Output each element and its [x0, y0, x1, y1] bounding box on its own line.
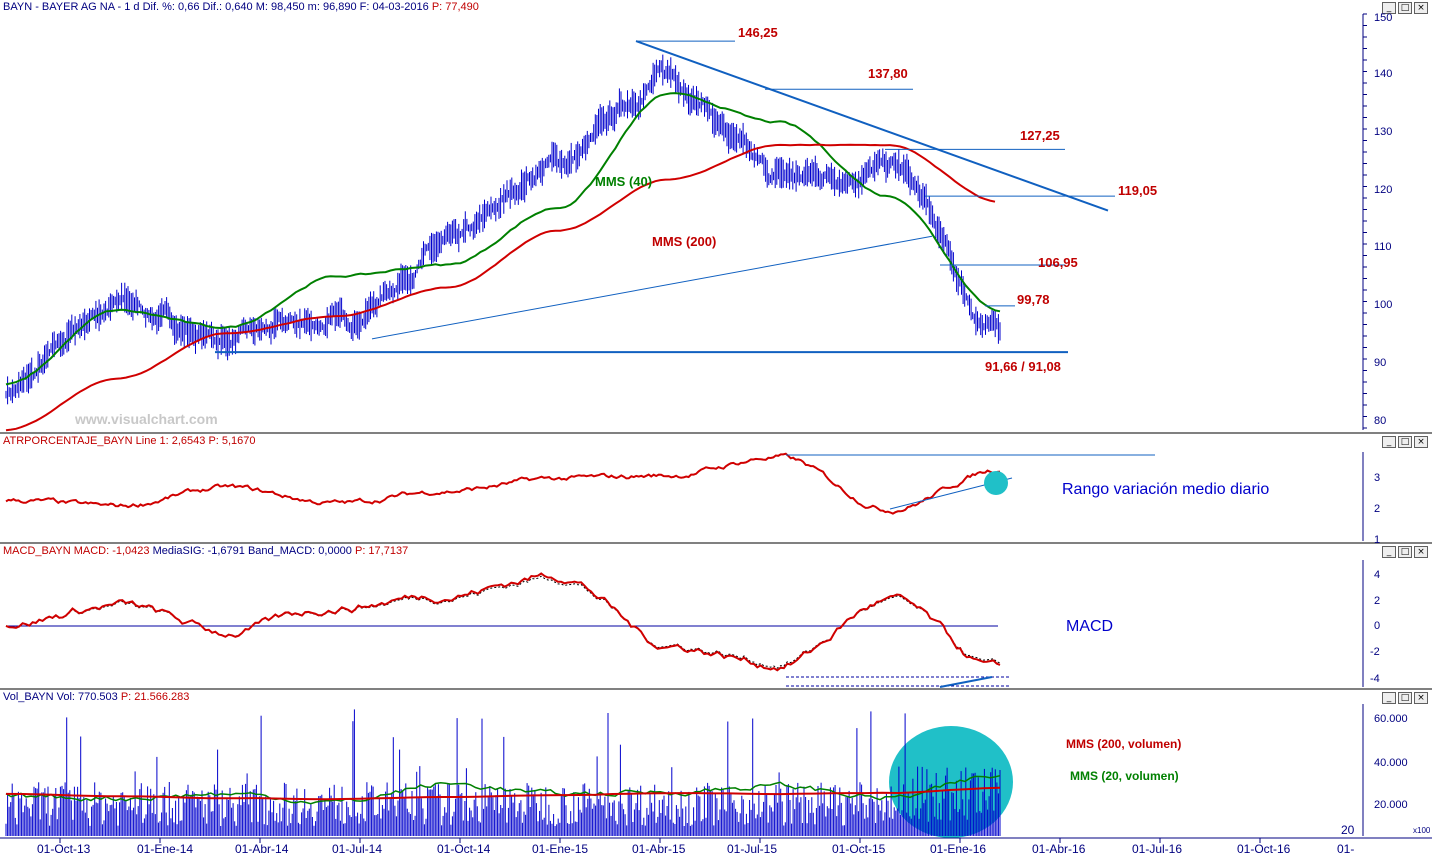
x-tick-label: 01-Abr-15 — [632, 842, 686, 856]
atr-annotation: Rango variación medio diario — [1062, 481, 1269, 498]
x-tick-label: 01-Abr-16 — [1032, 842, 1086, 856]
price-panel-title-p: P: 77,490 — [431, 1, 479, 13]
macd-panel: MACD_BAYN MACD: -1,0423 MediaSIG: -1,679… — [0, 544, 1432, 688]
minimize-icon[interactable]: _ — [1382, 546, 1396, 558]
volume-panel-title: Vol_BAYN Vol: 770.503 P: 21.566.283 — [3, 691, 190, 703]
vol-mms200-label: MMS (200, volumen) — [1066, 737, 1181, 751]
price-ytick: 100 — [1374, 299, 1392, 311]
price-panel: BAYN - BAYER AG NA - 1 d Dif. %: 0,66 Di… — [3, 1, 1428, 14]
close-icon[interactable]: × — [1414, 2, 1428, 14]
vol-mms200-line — [5, 786, 1001, 801]
maximize-icon[interactable]: □ — [1398, 546, 1412, 558]
x-tick-label: 01-Jul-16 — [1132, 842, 1183, 856]
x-tick-label: 01-Oct-13 — [37, 842, 91, 856]
x-tick-label: 01-Oct-16 — [1237, 842, 1291, 856]
level-label-119: 119,05 — [1118, 183, 1157, 198]
atr-ytick: 3 — [1374, 472, 1380, 484]
x-tick-label: 01-Jul-14 — [332, 842, 383, 856]
price-panel-window-buttons: _ □ × — [1382, 2, 1428, 14]
level-label-146: 146,25 — [738, 25, 778, 40]
macd-ytick: -2 — [1370, 646, 1380, 658]
vol-ytick: 20.000 — [1374, 799, 1408, 811]
macd-ytick: 0 — [1374, 620, 1380, 632]
x-tick-label: 01-Ene-16 — [930, 842, 987, 856]
vol-mms20-label: MMS (20, volumen) — [1070, 769, 1179, 783]
vol-ytick: 60.000 — [1374, 713, 1408, 725]
vol-scale-note: x100 — [1413, 826, 1431, 835]
x-tick-label: 01-Ene-14 — [137, 842, 194, 856]
atr-panel-window-buttons: _ □ × — [1382, 436, 1428, 448]
x-tick-label: 01-Oct-14 — [437, 842, 491, 856]
x-tick-label: 01-Oct-15 — [832, 842, 886, 856]
price-ytick: 80 — [1374, 415, 1386, 427]
macd-panel-title: MACD_BAYN MACD: -1,0423 MediaSIG: -1,679… — [3, 545, 409, 557]
minimize-icon[interactable]: _ — [1382, 436, 1396, 448]
atr-ytick: 1 — [1374, 534, 1380, 546]
x-tick-label: 01-Jul-15 — [727, 842, 778, 856]
maximize-icon[interactable]: □ — [1398, 436, 1412, 448]
vol-ytick: 40.000 — [1374, 757, 1408, 769]
volume-panel-window-buttons: _ □ × — [1382, 692, 1428, 704]
level-label-99: 99,78 — [1017, 292, 1050, 307]
maximize-icon[interactable]: □ — [1398, 692, 1412, 704]
macd-signal-line — [5, 575, 1001, 669]
x-tick-label: 01- — [1337, 842, 1355, 856]
macd-divergence-line — [939, 676, 993, 688]
atr-highlight-circle — [984, 471, 1008, 495]
volume-panel: Vol_BAYN Vol: 770.503 P: 21.566.283 _ □ … — [0, 690, 1432, 838]
level-label-106: 106,95 — [1038, 255, 1078, 270]
macd-ytick: 2 — [1374, 595, 1380, 607]
close-icon[interactable]: × — [1414, 546, 1428, 558]
mms40-label: MMS (40) — [595, 174, 652, 189]
atr-line — [5, 452, 1001, 515]
panel-separator[interactable] — [0, 432, 1432, 434]
price-ytick: 140 — [1374, 68, 1392, 80]
mms200-label: MMS (200) — [652, 234, 716, 249]
macd-panel-window-buttons: _ □ × — [1382, 546, 1428, 558]
mms40-line — [5, 92, 1001, 386]
minimize-icon[interactable]: _ — [1382, 2, 1396, 14]
macd-line — [5, 572, 1001, 672]
price-ytick: 150 — [1374, 12, 1392, 24]
vol-corner-label: 20 — [1341, 823, 1355, 837]
panel-separator[interactable] — [0, 542, 1432, 544]
watermark-text: www.visualchart.com — [74, 411, 218, 427]
level-label-137: 137,80 — [868, 66, 908, 81]
atr-panel-title: ATRPORCENTAJE_BAYN Line 1: 2,6543 P: 5,1… — [3, 435, 256, 447]
panel-separator[interactable] — [0, 688, 1432, 690]
macd-annotation: MACD — [1066, 618, 1113, 635]
atr-ytick: 2 — [1374, 503, 1380, 515]
price-ytick: 90 — [1374, 357, 1386, 369]
price-ytick: 110 — [1374, 241, 1392, 253]
support-trendline — [371, 235, 933, 340]
close-icon[interactable]: × — [1414, 436, 1428, 448]
resistance-trendline — [635, 40, 1109, 212]
mms200-line — [5, 143, 996, 432]
x-tick-label: 01-Ene-15 — [532, 842, 589, 856]
price-ytick: 120 — [1374, 184, 1392, 196]
atr-panel: ATRPORCENTAJE_BAYN Line 1: 2,6543 P: 5,1… — [0, 434, 1432, 542]
vol-mms20-line — [5, 774, 1001, 805]
close-icon[interactable]: × — [1414, 692, 1428, 704]
maximize-icon[interactable]: □ — [1398, 2, 1412, 14]
macd-ytick: -4 — [1370, 673, 1380, 685]
price-panel-title: BAYN - BAYER AG NA - 1 d Dif. %: 0,66 Di… — [3, 1, 479, 13]
level-label-91: 91,66 / 91,08 — [985, 359, 1061, 374]
x-tick-label: 01-Abr-14 — [235, 842, 289, 856]
macd-ytick: 4 — [1374, 569, 1380, 581]
level-label-127: 127,25 — [1020, 128, 1060, 143]
price-ytick: 130 — [1374, 126, 1392, 138]
minimize-icon[interactable]: _ — [1382, 692, 1396, 704]
